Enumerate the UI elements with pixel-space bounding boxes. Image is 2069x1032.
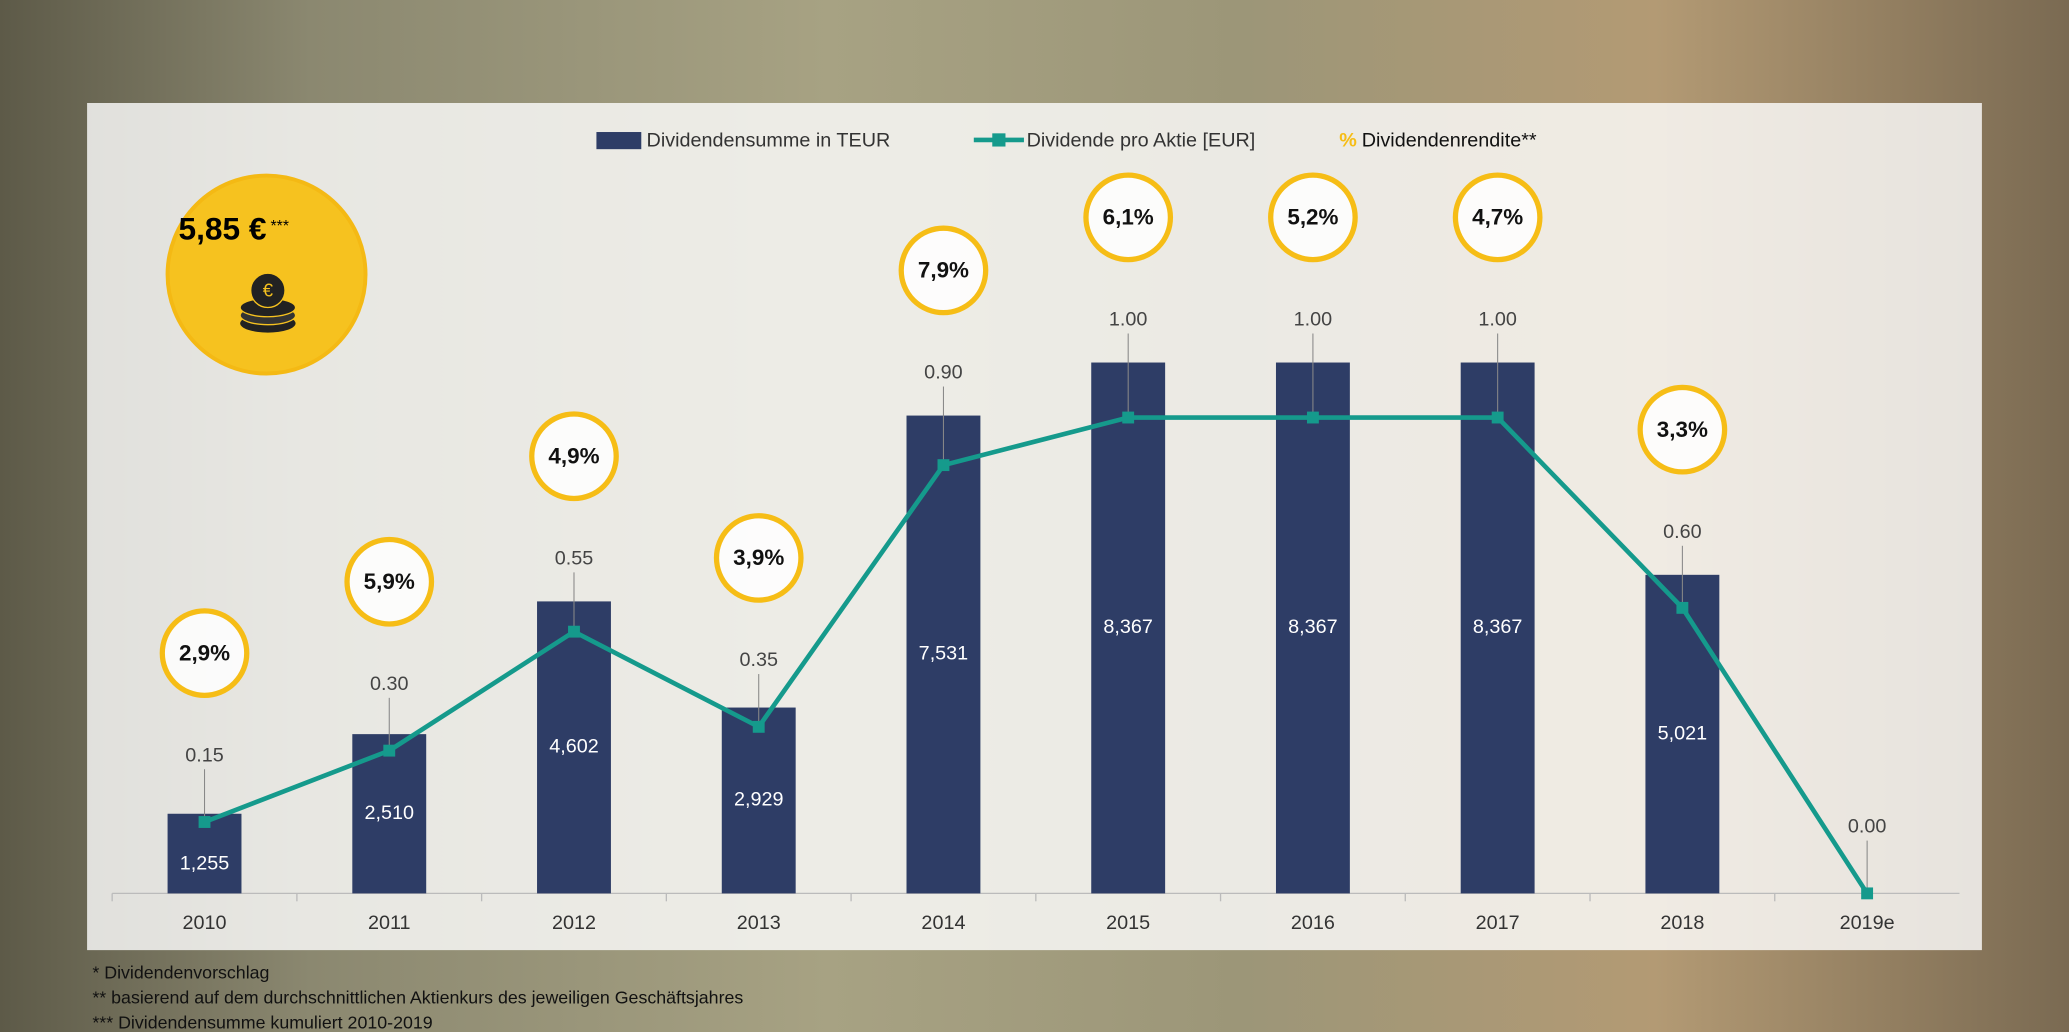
- yield-badge: [898, 225, 989, 316]
- footnote: ** basierend auf dem durchschnittlichen …: [92, 988, 743, 1008]
- bar-value-label: 4,602: [549, 736, 599, 758]
- bar-value-label: 8,367: [1103, 616, 1153, 638]
- bar-value-label: 7,531: [919, 643, 969, 665]
- x-tick-label: 2019e: [1840, 912, 1895, 934]
- footnotes: * Dividendenvorschlag ** basierend auf de…: [92, 963, 743, 1032]
- line-value-label: 0.60: [1663, 521, 1702, 543]
- yield-badge: [713, 513, 804, 603]
- bar: [1645, 574, 1720, 894]
- x-tick-label: 2014: [921, 912, 965, 934]
- x-tick-label: 2016: [1291, 912, 1335, 934]
- yield-label: 4,9%: [548, 443, 599, 468]
- line-marker: [1861, 887, 1874, 900]
- x-tick-label: 2011: [368, 912, 411, 934]
- bar-value-label: 5,021: [1658, 722, 1708, 744]
- line-value-label: 0.15: [185, 744, 224, 766]
- yield-label: 5,2%: [1287, 205, 1338, 230]
- summary-badge: 5,85 € *** €: [165, 173, 368, 376]
- svg-text:€: €: [263, 280, 274, 301]
- yield-label: 2,9%: [179, 640, 230, 665]
- x-tick-label: 2010: [183, 912, 227, 934]
- line-value-label: 0.30: [370, 673, 409, 695]
- yield-badge: [1268, 172, 1358, 263]
- summary-value: 5,85 €: [179, 210, 267, 246]
- footnote: *** Dividendensumme kumuliert 2010-2019: [92, 1013, 432, 1032]
- bar-value-label: 8,367: [1473, 616, 1523, 638]
- line-marker: [1122, 411, 1135, 424]
- yield-badge: [1083, 172, 1174, 263]
- x-tick-label: 2013: [737, 912, 781, 934]
- bar: [721, 707, 796, 894]
- legend-label: Dividendensumme in TEUR: [647, 129, 891, 151]
- yield-badge: [1452, 172, 1543, 263]
- yield-badge: [159, 608, 250, 698]
- yield-badge: [1637, 384, 1728, 475]
- bar-value-label: 8,367: [1288, 616, 1338, 638]
- bar: [1275, 362, 1350, 894]
- coins-icon: €: [239, 272, 297, 333]
- line-value-label: 1.00: [1109, 309, 1148, 331]
- legend-label: Dividendenrendite**: [1362, 129, 1537, 151]
- footnote: * Dividendenvorschlag: [92, 963, 269, 983]
- bar-value-label: 2,510: [364, 802, 414, 824]
- line-marker: [1491, 411, 1504, 424]
- yield-label: 7,9%: [918, 258, 969, 283]
- line-value-label: 1.00: [1478, 309, 1517, 331]
- yield-badge: [529, 411, 619, 502]
- yield-badge: [344, 536, 435, 627]
- x-tick-label: 2012: [552, 912, 596, 934]
- yield-label: 5,9%: [364, 569, 415, 594]
- legend-symbol: %: [1339, 129, 1357, 151]
- line-series: [203, 415, 1870, 895]
- line-marker: [1306, 411, 1319, 424]
- line-value-label: 1.00: [1294, 309, 1333, 331]
- line-marker: [198, 816, 211, 828]
- bar-value-label: 2,929: [734, 789, 784, 811]
- line-marker: [752, 720, 765, 733]
- x-tick-label: 2018: [1660, 912, 1704, 934]
- yield-label: 3,9%: [733, 545, 784, 570]
- bar: [1460, 362, 1535, 894]
- line-value-label: 0.00: [1848, 816, 1887, 838]
- line-value-label: 0.35: [739, 649, 778, 671]
- line-value-label: 0.55: [555, 547, 594, 569]
- x-tick-label: 2017: [1476, 912, 1520, 934]
- yield-label: 6,1%: [1103, 205, 1154, 230]
- summary-note: ***: [271, 218, 289, 235]
- line-marker: [937, 459, 950, 472]
- line-marker: [383, 744, 396, 757]
- bar: [1091, 362, 1166, 894]
- yield-label: 4,7%: [1472, 205, 1523, 230]
- plot: 2010 2011 2012 2013 2014 2015 2016 2017 2018 2019…: [111, 172, 1960, 934]
- line-marker: [568, 625, 580, 638]
- line-value-label: 0.90: [924, 362, 963, 384]
- x-tick-label: 2015: [1106, 912, 1150, 934]
- bar-value-label: 1,255: [180, 852, 230, 874]
- line-marker: [1676, 601, 1689, 614]
- legend: Dividendensumme in TEUR Dividende pro Akt…: [596, 129, 1537, 151]
- legend-label: Dividende pro Aktie [EUR]: [1027, 129, 1256, 151]
- bar: [906, 415, 981, 894]
- legend-swatch: [596, 132, 642, 150]
- yield-label: 3,3%: [1657, 417, 1708, 442]
- legend-swatch: [992, 133, 1006, 147]
